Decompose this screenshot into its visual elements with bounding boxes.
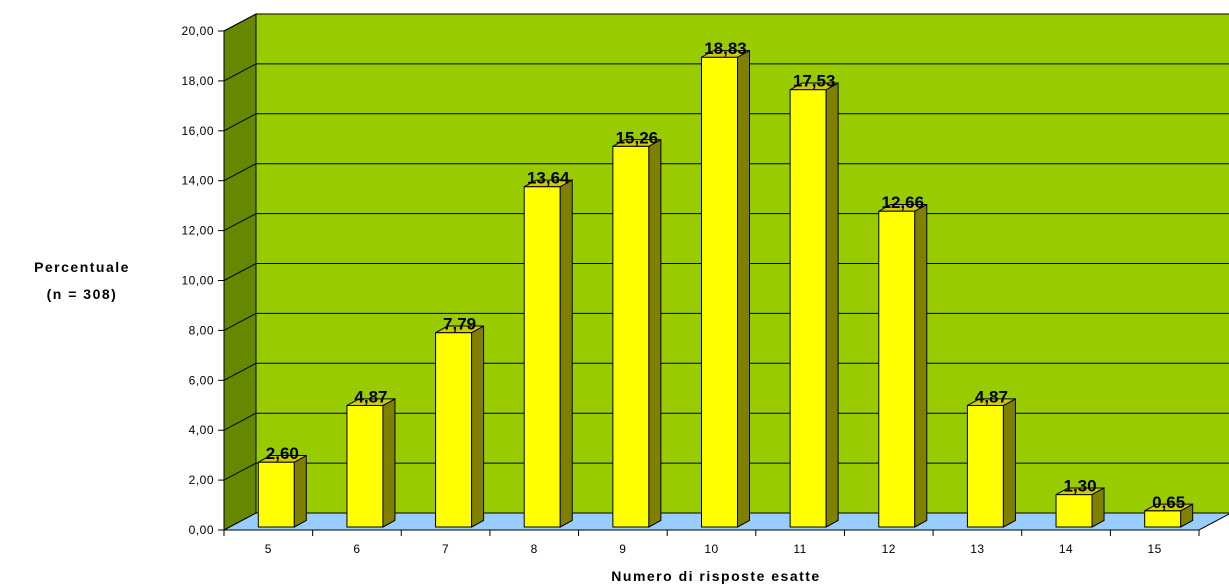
bar-front [878, 210, 916, 528]
bar-top [612, 139, 662, 147]
bar-side [737, 49, 750, 528]
data-label: 15,26 [616, 128, 659, 147]
bar-top [258, 455, 307, 463]
bar-side [825, 82, 839, 528]
bar [1055, 487, 1105, 528]
bar-front [701, 56, 738, 528]
bar [966, 398, 1016, 528]
x-tick-label: 9 [619, 542, 626, 556]
x-tick-labels: 5 6 7 8 9 10 11 12 13 14 15 [265, 542, 1162, 556]
bar [878, 203, 928, 528]
bar-front [789, 89, 827, 528]
bar-side [471, 325, 485, 528]
x-tick-label: 10 [704, 542, 718, 556]
y-tick-label: 2,00 [189, 473, 214, 487]
gridline [223, 163, 1229, 182]
bar-front [346, 404, 384, 528]
y-tick-label: 4,00 [189, 423, 214, 437]
bars [257, 49, 1194, 528]
data-label: 13,64 [527, 169, 570, 188]
y-tick-label: 0,00 [189, 523, 214, 537]
bar-top [523, 179, 573, 188]
bar [346, 398, 396, 528]
bar-top [435, 325, 484, 334]
data-label: 1,30 [1063, 477, 1096, 496]
bar-front [523, 186, 561, 528]
x-tick-label: 8 [531, 542, 538, 556]
bar-top [1055, 487, 1105, 496]
x-tick-label: 5 [265, 542, 272, 556]
bar [523, 179, 573, 528]
gridline [223, 63, 1229, 82]
y-tick-label: 18,00 [181, 74, 214, 88]
data-label: 17,53 [793, 72, 836, 91]
bar [257, 454, 307, 528]
bar-side [648, 138, 662, 528]
y-tick-label: 8,00 [189, 323, 214, 337]
bar-side [559, 179, 573, 528]
bar [789, 82, 839, 528]
bar-front [966, 404, 1004, 528]
bar-top [878, 204, 928, 212]
bar-top [701, 50, 750, 58]
y-tick-label: 20,00 [181, 24, 214, 38]
y-tick-label: 14,00 [181, 174, 214, 188]
x-tick-label: 12 [882, 542, 896, 556]
x-tick-label: 15 [1148, 542, 1162, 556]
bar-side [1002, 398, 1016, 528]
x-axis-title: Numero di risposte esatte [611, 568, 820, 584]
bar-side [914, 203, 928, 528]
bar-front [1144, 510, 1182, 528]
x-tick-label: 7 [442, 542, 449, 556]
data-label: 12,66 [881, 193, 924, 212]
gridline [223, 113, 1229, 132]
data-label: 4,87 [975, 387, 1008, 406]
bar [435, 325, 485, 528]
bar-front [1055, 494, 1093, 528]
data-label: 0,65 [1152, 493, 1185, 512]
bar-top [1144, 503, 1193, 512]
data-label: 7,79 [443, 315, 476, 334]
bar-front [435, 332, 473, 528]
y-tick-label: 10,00 [181, 274, 214, 288]
bar [701, 49, 750, 528]
y-tick-label: 16,00 [181, 124, 214, 138]
y-tick-labels: 0,00 2,00 4,00 6,00 8,00 10,00 12,00 14,00 16,00… [181, 24, 214, 537]
x-tick-label: 11 [793, 542, 806, 556]
data-label: 2,60 [266, 444, 299, 463]
bar-front [612, 145, 650, 528]
x-tick-label: 6 [353, 542, 360, 556]
bar-side [382, 398, 396, 528]
bar-side [293, 454, 307, 528]
bar [612, 138, 662, 528]
x-tick-label: 14 [1059, 542, 1073, 556]
y-tick-label: 6,00 [189, 373, 214, 387]
y-axis-title-line-2: (n = 308) [47, 286, 118, 302]
bar-top [967, 398, 1016, 406]
gridline [223, 13, 1229, 32]
bar-top [346, 398, 396, 406]
bar [1144, 503, 1194, 528]
bar-front [257, 461, 295, 528]
x-tick-label: 13 [970, 542, 984, 556]
data-label: 18,83 [704, 39, 747, 58]
data-labels: 2,60 4,87 7,79 13,64 15,26 18,83 17,53 12,66 4,8… [266, 39, 1185, 512]
y-tick-label: 12,00 [181, 224, 214, 238]
y-axis-title-line-1: Percentuale [34, 259, 130, 275]
bar-top [789, 82, 839, 91]
axes [218, 30, 1200, 536]
data-label: 4,87 [354, 387, 387, 406]
